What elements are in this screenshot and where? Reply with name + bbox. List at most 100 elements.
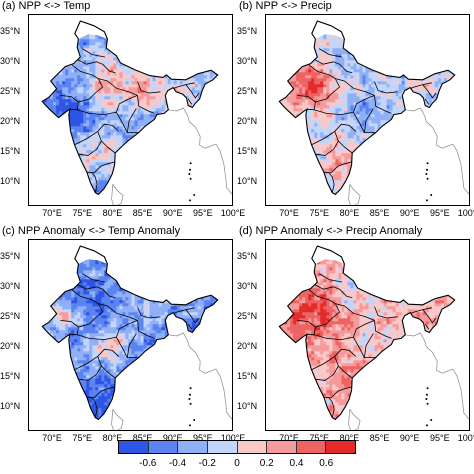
country-outline <box>41 20 219 196</box>
lon-tick-label: 90°E <box>162 433 183 443</box>
state-boundary <box>315 140 339 156</box>
lat-tick-label: 10°N <box>237 401 258 411</box>
colorbar-tick-label: 0.6 <box>319 458 334 469</box>
panel-title: (c) NPP Anomaly <-> Temp Anomaly <box>2 225 181 237</box>
lon-tick-label: 75°E <box>309 208 330 218</box>
country-outline <box>278 20 456 196</box>
state-boundary <box>74 348 120 370</box>
lon-tick-label: 100°E <box>457 208 474 218</box>
state-boundary <box>334 131 353 154</box>
coastline <box>405 332 469 420</box>
state-boundary <box>339 63 353 73</box>
state-boundary <box>86 161 115 174</box>
no-data-region <box>311 21 345 39</box>
colorbar-swatch <box>178 441 208 453</box>
lon-tick-label: 100°E <box>220 433 246 443</box>
state-boundary <box>81 48 106 58</box>
island-dot <box>188 168 191 171</box>
state-boundary <box>60 288 104 328</box>
colorbar-swatch <box>148 441 179 453</box>
state-boundary <box>335 303 375 321</box>
state-boundary <box>311 123 357 145</box>
state-boundary <box>102 288 116 298</box>
lon-tick-label: 85°E <box>132 433 153 443</box>
island-dot <box>188 398 191 400</box>
lat-tick-label: 35°N <box>237 251 258 261</box>
island-dot <box>189 177 192 180</box>
lat-tick-label: 15°N <box>237 371 258 381</box>
island-dot <box>425 393 428 396</box>
lon-tick-label: 95°E <box>193 433 213 443</box>
lat-tick-label: 25°N <box>0 86 21 96</box>
state-boundary <box>81 273 106 283</box>
island-dot <box>193 419 196 421</box>
lon-tick-label: 90°E <box>399 433 420 443</box>
colorbar-tick-label: 0.4 <box>289 458 304 469</box>
state-boundary <box>97 356 116 379</box>
state-boundary <box>137 320 155 339</box>
lon-tick-label: 85°E <box>132 208 153 218</box>
state-boundary <box>353 112 365 133</box>
correlation-field <box>42 246 218 420</box>
panel-title: (a) NPP <-> Temp <box>2 0 91 12</box>
correlation-field <box>279 246 455 420</box>
india-map <box>41 20 232 205</box>
state-boundary <box>137 81 161 94</box>
state-boundary <box>374 81 398 94</box>
lon-tick-label: 90°E <box>399 208 420 218</box>
lon-tick-label: 70°E <box>279 208 299 218</box>
lat-tick-label: 10°N <box>237 176 258 186</box>
correlation-field <box>42 21 218 195</box>
state-boundary <box>137 306 161 319</box>
map-panel-b: (b) NPP <-> Precip 35°N 30°N 25°N 20°N 15°N 10… <box>237 0 474 225</box>
island-dot <box>188 393 191 396</box>
state-boundary <box>318 273 343 283</box>
state-boundary <box>86 386 115 399</box>
state-boundary <box>78 365 102 381</box>
map-panel-c: (c) NPP Anomaly <-> Temp Anomaly 35°N 30°N… <box>0 225 245 450</box>
map-panel-d: (d) NPP Anomaly <-> Precip Anomaly 35°N 30… <box>237 225 474 450</box>
colorbar-tick-label: -0.6 <box>139 458 157 469</box>
state-boundary <box>323 386 352 399</box>
map-panel-a: (a) NPP <-> Temp 35°N 30°N 25°N 20°N 15°N 10°N… <box>0 0 245 225</box>
lat-tick-label: 35°N <box>0 26 21 36</box>
colorbar-tick-label: 0 <box>234 458 240 469</box>
colorbar-swatch <box>267 441 297 453</box>
lon-tick-label: 80°E <box>339 433 360 443</box>
colorbar-swatch <box>237 441 268 453</box>
state-boundary <box>102 63 116 73</box>
no-data-region <box>74 246 108 264</box>
map-frame <box>265 239 470 431</box>
country-outline <box>41 245 219 421</box>
state-boundary <box>318 48 343 58</box>
coastline <box>405 107 469 195</box>
state-boundary <box>126 108 139 133</box>
state-boundary <box>69 101 79 111</box>
map-frame <box>28 14 233 206</box>
state-boundary <box>363 108 376 133</box>
island-dot <box>189 162 192 165</box>
state-boundary <box>91 398 98 418</box>
coastline <box>168 332 232 420</box>
lon-tick-label: 85°E <box>369 433 390 443</box>
state-boundary <box>314 59 340 65</box>
state-boundary <box>311 348 357 370</box>
no-data-region <box>311 246 345 264</box>
state-boundary <box>185 309 200 324</box>
lat-tick-label: 25°N <box>237 311 258 321</box>
island-dot <box>189 402 192 405</box>
lon-tick-label: 100°E <box>457 433 474 443</box>
state-boundary <box>353 337 365 358</box>
state-boundary <box>91 173 98 193</box>
state-boundary <box>323 161 352 174</box>
island-dot <box>426 402 429 405</box>
lat-tick-label: 10°N <box>0 401 21 411</box>
island-dot <box>425 398 428 400</box>
colorbar-tick-label: -0.4 <box>168 458 187 469</box>
lat-tick-label: 20°N <box>237 341 258 351</box>
island-dot <box>193 194 196 196</box>
india-map <box>278 245 469 430</box>
island-dot <box>188 424 191 427</box>
india-map <box>41 245 232 430</box>
state-boundary <box>328 398 335 418</box>
